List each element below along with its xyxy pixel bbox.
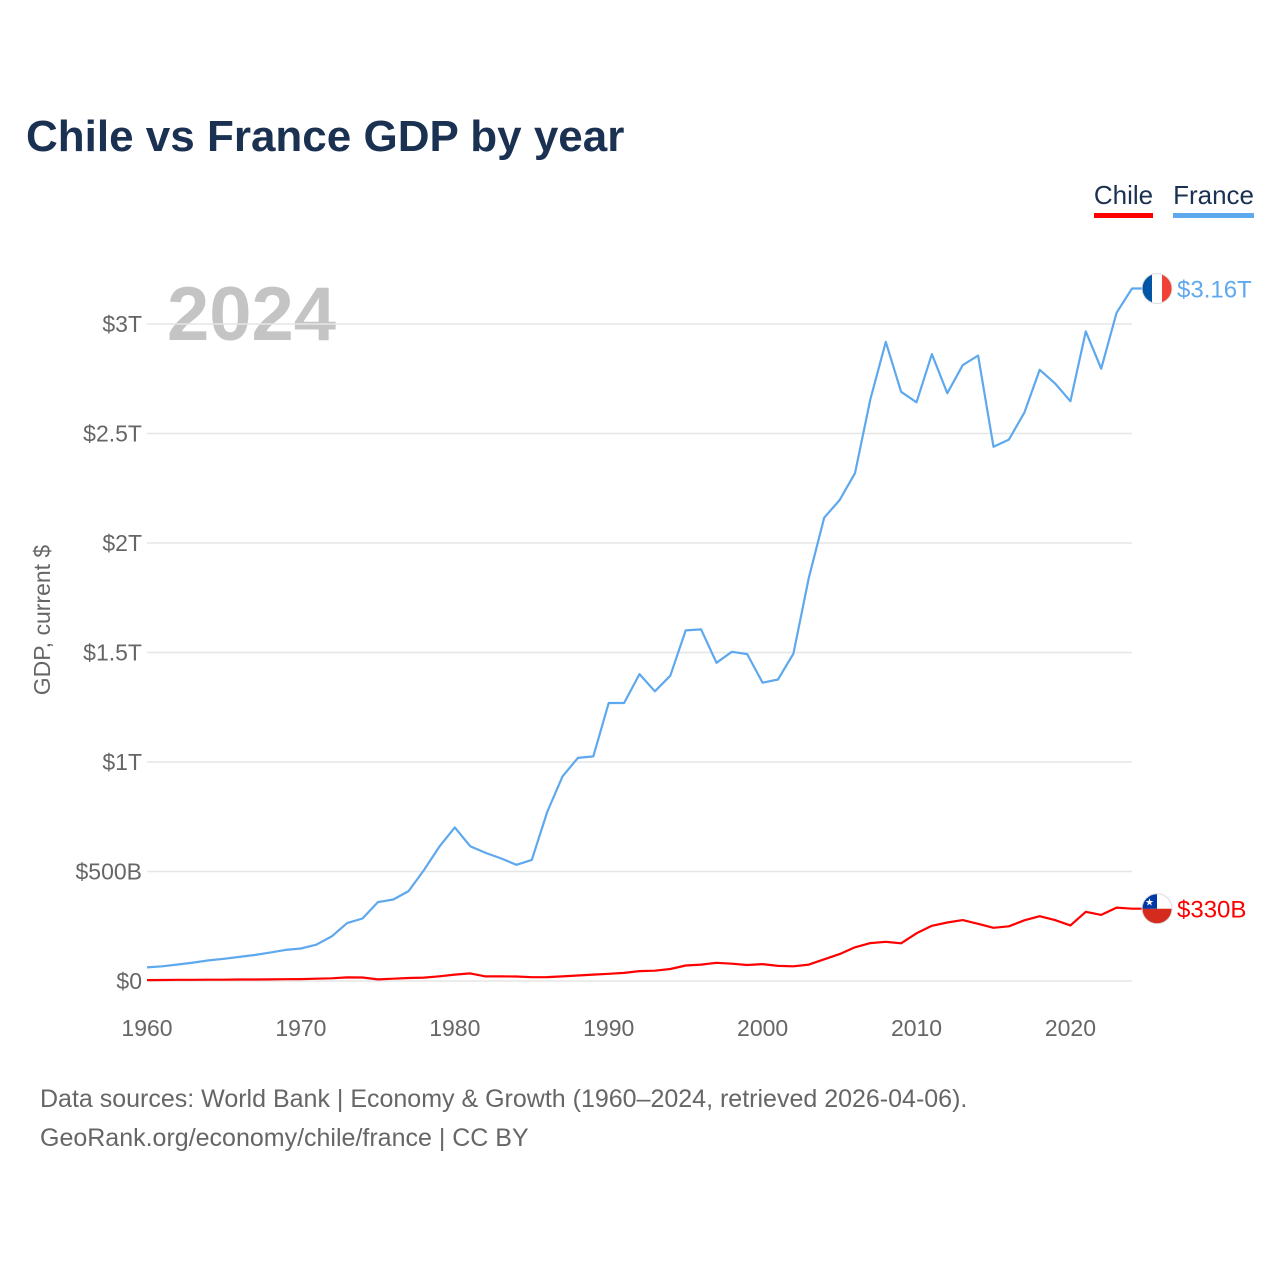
year-overlay: 2024 xyxy=(167,272,336,357)
x-tick-label: 1980 xyxy=(429,1015,480,1041)
series-line-france xyxy=(146,287,1150,969)
line-chart: 2024 $0 $500B $1T $1.5T $2T $2.5T $3T 1960 1970 19… xyxy=(29,272,1252,1041)
x-tick-label: 1970 xyxy=(275,1015,326,1041)
x-tick-label: 1990 xyxy=(583,1015,634,1041)
x-tick-label: 2020 xyxy=(1045,1015,1096,1041)
flag-border xyxy=(1141,893,1173,925)
france-flag-icon xyxy=(1142,273,1172,304)
y-tick-label: $0 xyxy=(116,968,142,994)
x-tick-label: 2010 xyxy=(891,1015,942,1041)
y-tick-label: $1T xyxy=(102,749,142,775)
y-tick-label: $2.5T xyxy=(83,421,142,447)
legend-item-france[interactable]: France xyxy=(1173,180,1254,218)
x-tick-label: 2000 xyxy=(737,1015,788,1041)
y-tick-label: $1.5T xyxy=(83,640,142,666)
legend: Chile France xyxy=(1093,180,1254,218)
y-axis-label: GDP, current $ xyxy=(29,545,55,696)
flag-border xyxy=(1141,273,1173,305)
source-note: Data sources: World Bank | Economy & Gro… xyxy=(40,1085,968,1113)
y-tick-label: $500B xyxy=(75,859,142,885)
source-url: GeoRank.org/economy/chile/france | CC BY xyxy=(40,1124,529,1152)
end-label-chile: $330B xyxy=(1177,897,1246,924)
y-tick-label: $3T xyxy=(102,311,142,337)
end-label-france: $3.16T xyxy=(1177,277,1252,304)
svg-text:★: ★ xyxy=(1145,898,1154,909)
legend-item-chile[interactable]: Chile xyxy=(1093,180,1154,218)
x-tick-label: 1960 xyxy=(121,1015,172,1041)
chile-flag-icon: ★ xyxy=(1142,893,1172,924)
y-tick-label: $2T xyxy=(102,530,142,556)
series-line-chile xyxy=(146,906,1150,982)
chart-title: Chile vs France GDP by year xyxy=(26,112,625,161)
